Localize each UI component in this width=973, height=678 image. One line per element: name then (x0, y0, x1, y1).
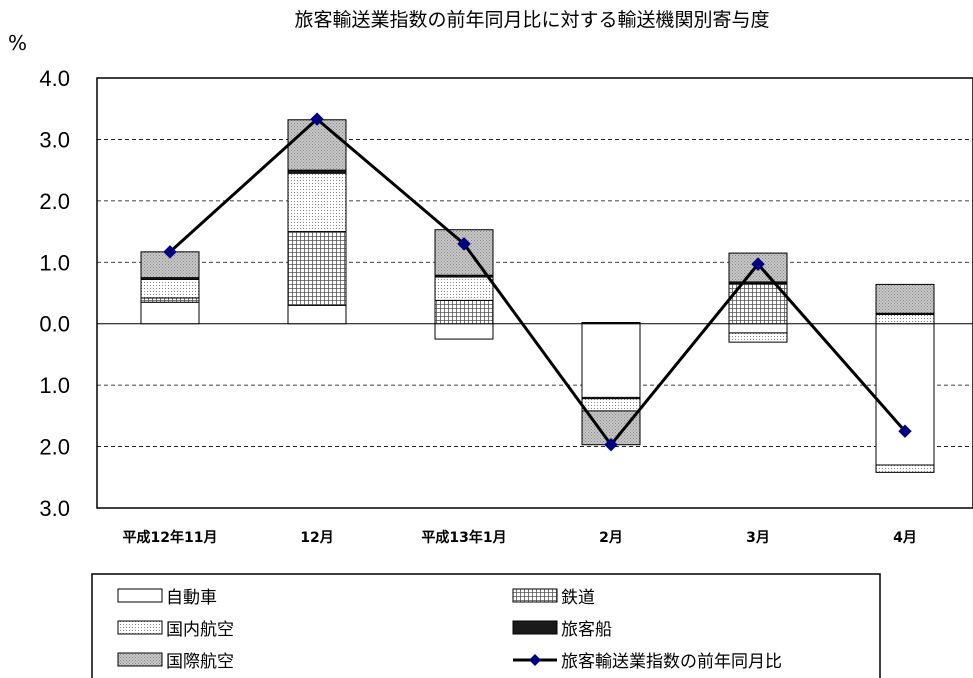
bar-segment (287, 231, 347, 306)
x-tick-label: 12月 (300, 530, 333, 546)
x-tick-label: 平成12年11月 (123, 529, 218, 546)
index-line-marker (163, 245, 177, 259)
bar-segment (287, 172, 347, 233)
legend-label: 自動車 (166, 588, 217, 608)
bar-segment (875, 464, 935, 473)
y-tick-label: 2.0 (39, 435, 70, 460)
legend-swatch (512, 588, 558, 603)
y-tick-label: 3.0 (39, 496, 70, 521)
x-tick-label: 2月 (599, 530, 623, 546)
index-line-marker (457, 237, 471, 251)
y-tick-label: 2.0 (39, 189, 70, 214)
plot-frame (96, 77, 973, 509)
bar-segment (287, 304, 347, 325)
x-tick-label: 4月 (893, 530, 917, 546)
bar-segment (581, 323, 641, 398)
bar-segment (728, 323, 788, 334)
bar-segment (140, 301, 200, 325)
index-line (163, 112, 912, 452)
unit-label: % (8, 31, 27, 55)
y-tick-label: 0.0 (39, 312, 70, 337)
bar-segment (581, 321, 641, 325)
bar-segment (728, 332, 788, 343)
legend-label: 鉄道 (561, 588, 595, 608)
bar-segment (140, 297, 200, 303)
bar-segment (434, 229, 494, 276)
y-tick-label: 3.0 (39, 127, 70, 152)
legend-label: 国際航空 (166, 652, 234, 672)
legend-label: 国内航空 (166, 620, 234, 640)
index-line-marker (898, 424, 912, 438)
bar-segment (287, 119, 347, 171)
bar-segment (875, 283, 935, 314)
index-line-path (168, 117, 907, 448)
legend-line-marker (529, 654, 541, 666)
legend-label: 旅客船 (561, 620, 612, 640)
legend-swatch (117, 652, 163, 667)
legend-frame (91, 573, 881, 678)
legend-swatch (117, 620, 163, 635)
bar-segment (581, 398, 641, 412)
chart-title: 旅客輸送業指数の前年同月比に対する輸送機関別寄与度 (294, 9, 769, 31)
y-tick-label: 4.0 (39, 66, 70, 91)
bar-segment (875, 323, 935, 466)
index-line-marker (604, 438, 618, 452)
legend-swatch (512, 620, 558, 635)
y-axis-ticks: 4.0 3.0 2.0 1.0 0.0 1.0 2.0 3.0 (39, 66, 70, 521)
legend-swatch (117, 588, 163, 603)
x-axis-ticks: 平成12年11月 12月 平成13年1月 2月 3月 4月 (123, 529, 917, 546)
bar-segment (434, 276, 494, 301)
grid-lines (97, 139, 973, 447)
y-tick-label: 1.0 (39, 250, 70, 275)
index-line-marker (310, 112, 324, 126)
y-tick-label: 1.0 (39, 373, 70, 398)
bar-segment (434, 299, 494, 325)
index-line-marker (751, 257, 765, 271)
bar-segment (140, 278, 200, 299)
bar-segment (434, 323, 494, 340)
bar-segment (875, 314, 935, 325)
x-tick-label: 3月 (746, 530, 770, 546)
x-tick-label: 平成13年1月 (421, 529, 506, 546)
legend-label: 旅客輸送業指数の前年同月比 (561, 652, 782, 672)
